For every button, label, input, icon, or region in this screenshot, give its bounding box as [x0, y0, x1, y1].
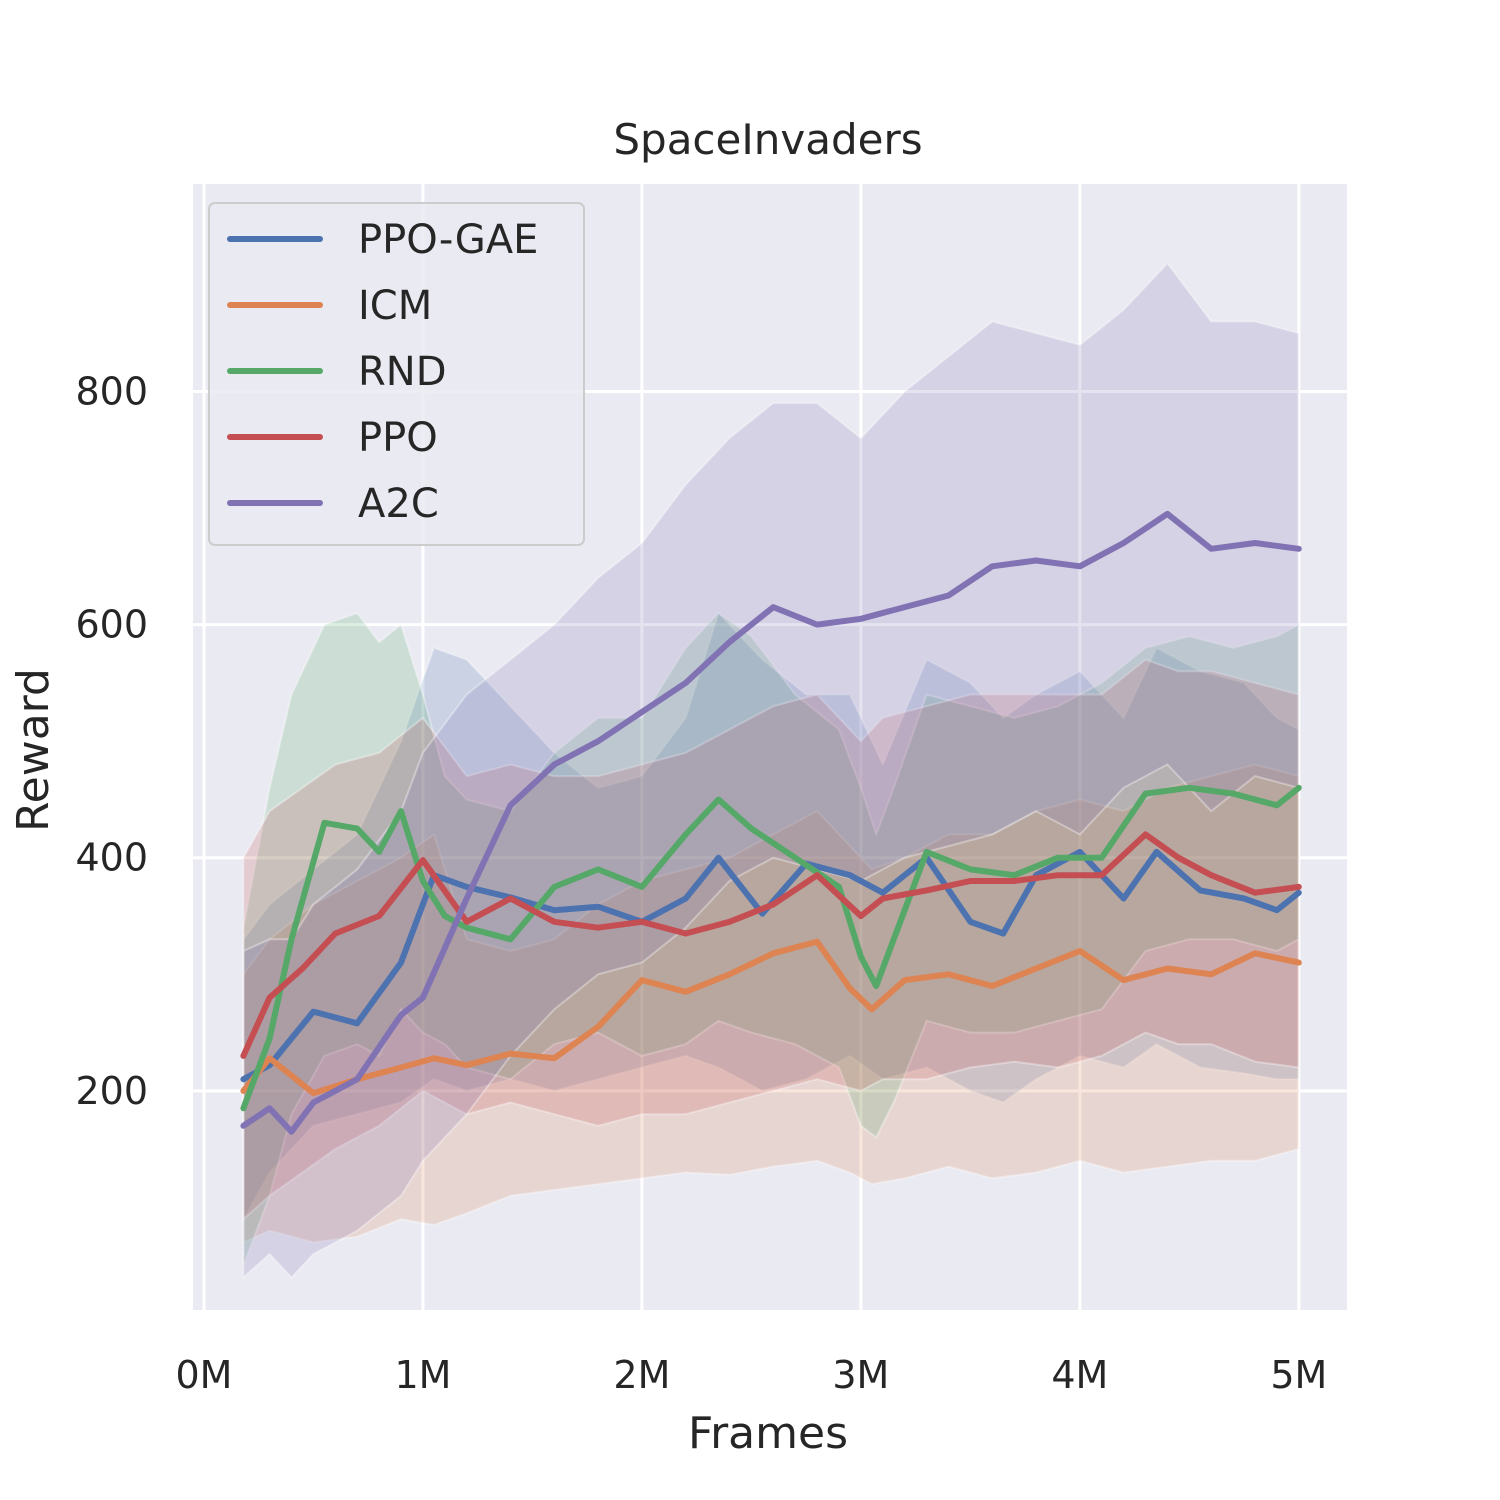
legend-label: ICM	[358, 283, 432, 329]
line-ppo-gae	[240, 848, 1302, 1083]
band-rnd	[242, 611, 1300, 1267]
legend-label: RND	[358, 349, 447, 395]
line-a2c	[240, 510, 1302, 1135]
legend-item-icm: ICM	[227, 283, 432, 329]
band-ppo-gae	[242, 611, 1300, 1223]
x-tick-label: 1M	[394, 1353, 451, 1397]
y-axis-title: Reward	[8, 668, 59, 832]
x-tick-label: 2M	[613, 1353, 670, 1397]
y-tick-label: 600	[75, 603, 148, 647]
tick-labels: 0M 1M 2M 3M 4M 5M 200 400 600 800	[75, 369, 1327, 1397]
legend-label: PPO-GAE	[358, 217, 538, 263]
confidence-bands	[242, 261, 1300, 1280]
x-tick-label: 0M	[175, 1353, 232, 1397]
legend-item-a2c: A2C	[227, 481, 439, 527]
legend-item-ppo-gae: PPO-GAE	[227, 217, 538, 263]
series-lines	[240, 510, 1302, 1135]
legend-frame	[208, 202, 585, 546]
y-tick-label: 200	[75, 1069, 148, 1113]
x-axis-title: Frames	[688, 1408, 848, 1459]
legend-label: A2C	[358, 481, 439, 527]
line-icm	[240, 938, 1302, 1097]
band-ppo	[242, 658, 1300, 1222]
legend-item-ppo: PPO	[227, 415, 438, 461]
x-tick-label: 4M	[1051, 1353, 1108, 1397]
line-rnd	[240, 784, 1302, 1112]
legend-item-rnd: RND	[227, 349, 447, 395]
chart-title: SpaceInvaders	[613, 115, 922, 164]
x-tick-label: 5M	[1270, 1353, 1327, 1397]
line-ppo	[240, 831, 1302, 1059]
legend-label: PPO	[358, 415, 438, 461]
y-tick-label: 400	[75, 836, 148, 880]
legend: PPO-GAE ICM RND PPO A2C	[208, 202, 585, 546]
y-tick-label: 800	[75, 369, 148, 413]
x-tick-label: 3M	[832, 1353, 889, 1397]
